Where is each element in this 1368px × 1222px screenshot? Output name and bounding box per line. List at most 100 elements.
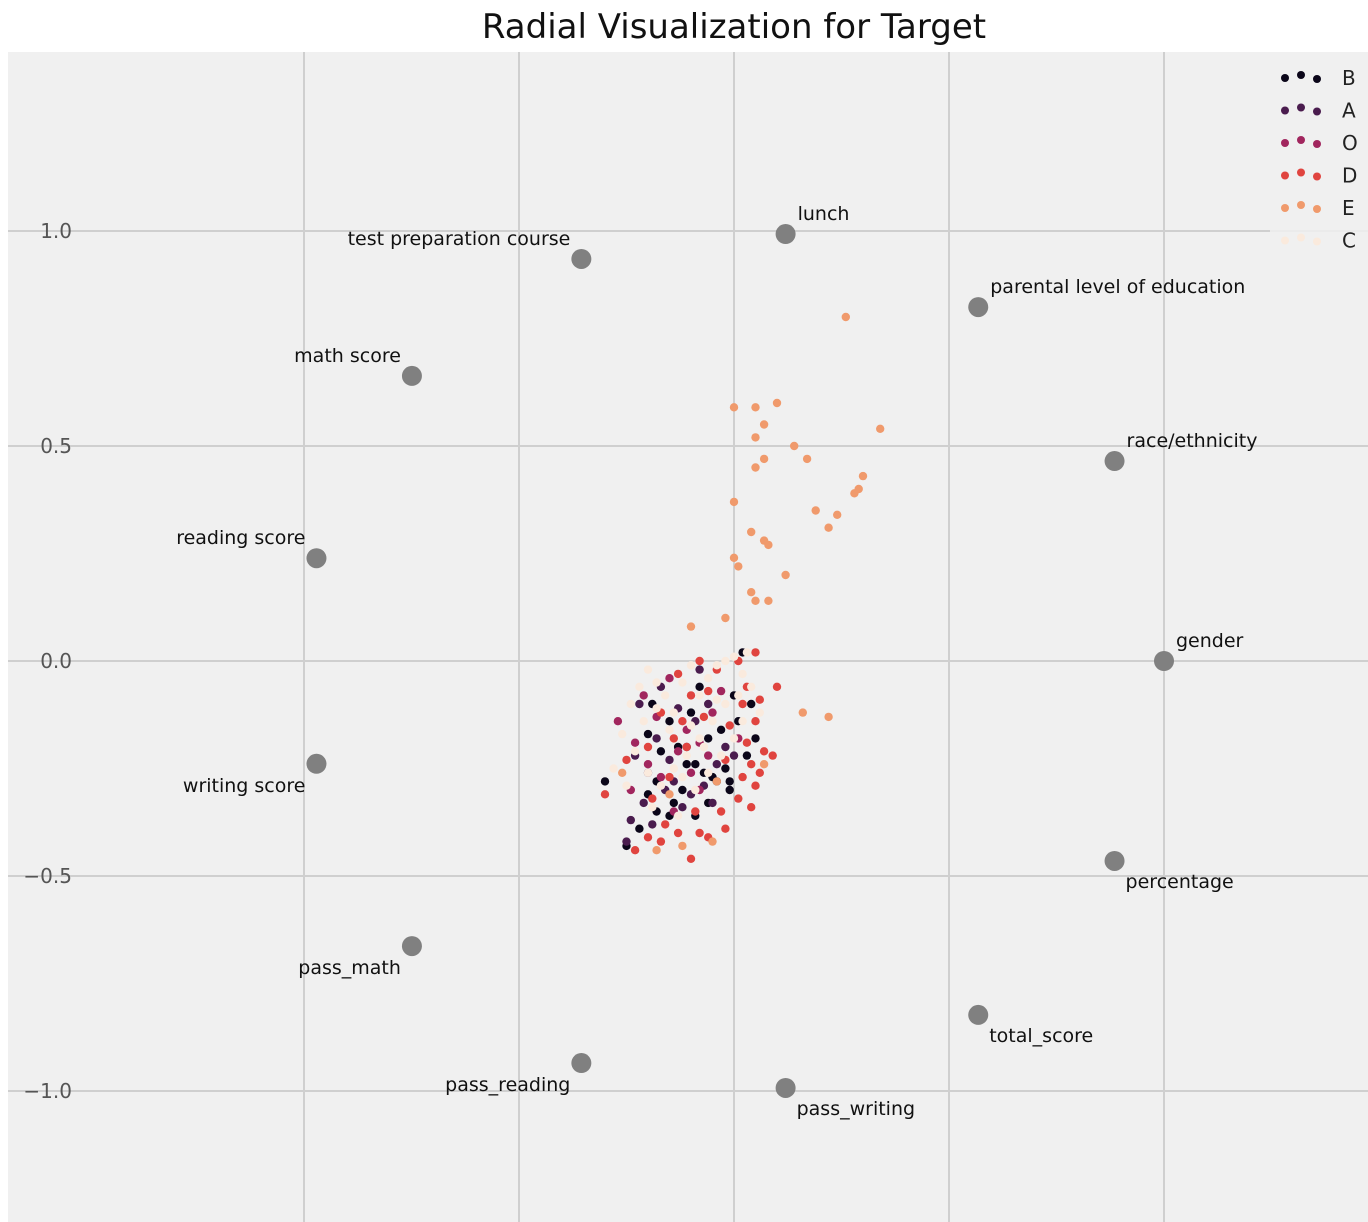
legend-label: B — [1342, 66, 1356, 90]
data-point — [682, 751, 691, 760]
data-point — [729, 497, 739, 507]
data-point — [678, 678, 687, 687]
data-point — [652, 846, 661, 855]
legend-label: D — [1342, 164, 1357, 188]
data-point — [841, 312, 850, 322]
anchor-label: total_score — [989, 1025, 1093, 1047]
anchor-marker — [401, 936, 422, 957]
data-point — [691, 807, 700, 816]
data-point — [729, 734, 739, 743]
legend-label: E — [1342, 196, 1355, 220]
legend-marker — [1297, 103, 1305, 112]
data-point — [600, 777, 610, 786]
data-point — [704, 686, 713, 696]
data-point — [751, 403, 760, 412]
legend-marker — [1281, 204, 1289, 212]
data-point — [790, 441, 799, 451]
data-point — [669, 708, 678, 717]
anchor-label: pass_writing — [797, 1098, 915, 1120]
anchor-marker — [968, 1004, 989, 1025]
data-point — [618, 729, 627, 739]
data-point — [751, 734, 760, 743]
data-point — [742, 648, 752, 657]
data-point — [712, 661, 721, 670]
data-point — [665, 755, 674, 765]
data-point — [652, 678, 661, 687]
data-point — [652, 704, 661, 713]
data-point — [613, 717, 623, 726]
anchor-marker — [1104, 850, 1125, 871]
legend-marker — [1313, 107, 1321, 116]
data-point — [643, 760, 653, 769]
plot-background — [8, 52, 1368, 1222]
data-point — [747, 699, 756, 709]
data-point — [725, 721, 734, 730]
data-point — [759, 454, 769, 464]
legend-marker — [1281, 106, 1289, 115]
data-point — [755, 695, 764, 704]
data-point — [695, 691, 704, 700]
data-point — [721, 699, 730, 709]
data-point — [626, 699, 635, 709]
anchor-label: writing score — [183, 775, 306, 797]
data-point — [721, 613, 730, 623]
anchor-label: lunch — [798, 203, 850, 225]
data-point — [704, 699, 713, 709]
data-point — [734, 794, 743, 803]
anchor-marker — [571, 248, 592, 269]
data-point — [656, 772, 666, 782]
legend-marker — [1281, 171, 1289, 180]
data-point — [734, 562, 743, 571]
data-point — [738, 669, 747, 679]
data-point — [704, 768, 713, 777]
data-point — [686, 854, 696, 863]
legend-marker — [1297, 201, 1305, 209]
data-point — [755, 708, 764, 717]
data-point — [759, 760, 769, 769]
data-point — [716, 751, 726, 760]
data-point — [622, 837, 631, 846]
data-point — [747, 682, 756, 691]
data-point — [747, 527, 756, 537]
data-point — [721, 742, 730, 752]
data-point — [704, 734, 713, 743]
data-point — [639, 691, 648, 700]
data-point — [673, 828, 683, 838]
data-point — [738, 699, 747, 709]
anchor-label: math score — [294, 345, 401, 367]
legend-item: A — [1281, 99, 1356, 123]
data-point — [747, 760, 756, 769]
data-point — [716, 807, 726, 816]
data-point — [622, 781, 631, 790]
data-point — [751, 463, 760, 472]
anchor-label: reading score — [176, 527, 305, 549]
data-point — [725, 785, 734, 795]
series-E — [618, 312, 885, 855]
data-point — [704, 674, 713, 683]
anchor-marker — [775, 1077, 796, 1098]
data-point — [751, 596, 760, 605]
data-point — [678, 772, 687, 782]
legend-item: D — [1281, 164, 1357, 188]
legend-box — [1270, 60, 1368, 256]
data-point — [630, 747, 640, 756]
anchor-marker — [401, 365, 422, 386]
data-point — [747, 803, 756, 812]
data-point — [643, 768, 653, 777]
data-point — [609, 764, 618, 773]
data-point — [665, 674, 674, 683]
data-point — [682, 760, 691, 769]
data-point — [648, 794, 657, 803]
legend-marker — [1297, 168, 1305, 177]
data-point — [712, 760, 721, 769]
data-point — [669, 764, 678, 773]
data-point — [656, 781, 666, 790]
data-point — [729, 553, 739, 562]
scatter-points — [600, 312, 885, 863]
grid-layer — [8, 52, 1368, 1222]
data-point — [751, 648, 760, 657]
data-point — [600, 790, 610, 799]
